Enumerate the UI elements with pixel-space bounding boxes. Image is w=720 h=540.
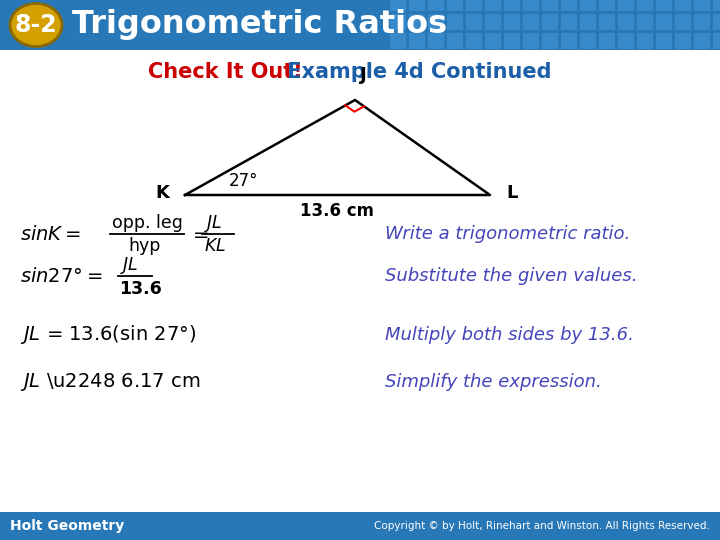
- FancyBboxPatch shape: [561, 33, 577, 49]
- Text: $\mathit{sin}27°=$: $\mathit{sin}27°=$: [20, 267, 103, 286]
- Text: L: L: [506, 184, 518, 202]
- FancyBboxPatch shape: [580, 33, 596, 49]
- FancyBboxPatch shape: [428, 33, 444, 49]
- Text: $\mathit{sin}K =$: $\mathit{sin}K =$: [20, 225, 81, 244]
- Text: Holt Geometry: Holt Geometry: [10, 519, 125, 533]
- FancyBboxPatch shape: [485, 33, 501, 49]
- FancyBboxPatch shape: [447, 14, 463, 30]
- FancyBboxPatch shape: [675, 33, 691, 49]
- Text: $JL$: $JL$: [120, 254, 139, 275]
- FancyBboxPatch shape: [523, 14, 539, 30]
- FancyBboxPatch shape: [390, 0, 406, 11]
- Text: Multiply both sides by 13.6.: Multiply both sides by 13.6.: [385, 326, 634, 344]
- Text: 13.6: 13.6: [119, 280, 162, 298]
- FancyBboxPatch shape: [542, 33, 558, 49]
- FancyBboxPatch shape: [485, 0, 501, 11]
- FancyBboxPatch shape: [580, 0, 596, 11]
- FancyBboxPatch shape: [637, 33, 653, 49]
- FancyBboxPatch shape: [409, 14, 425, 30]
- FancyBboxPatch shape: [542, 0, 558, 11]
- Ellipse shape: [10, 3, 62, 46]
- Text: $JL$: $JL$: [204, 213, 222, 233]
- FancyBboxPatch shape: [599, 0, 615, 11]
- Text: Write a trigonometric ratio.: Write a trigonometric ratio.: [385, 225, 630, 243]
- FancyBboxPatch shape: [428, 14, 444, 30]
- FancyBboxPatch shape: [504, 14, 520, 30]
- FancyBboxPatch shape: [675, 0, 691, 11]
- Text: hyp: hyp: [128, 237, 161, 255]
- FancyBboxPatch shape: [504, 0, 520, 11]
- FancyBboxPatch shape: [561, 0, 577, 11]
- FancyBboxPatch shape: [523, 0, 539, 11]
- Text: Copyright © by Holt, Rinehart and Winston. All Rights Reserved.: Copyright © by Holt, Rinehart and Winsto…: [374, 521, 710, 531]
- FancyBboxPatch shape: [409, 0, 425, 11]
- FancyBboxPatch shape: [390, 33, 406, 49]
- FancyBboxPatch shape: [618, 0, 634, 11]
- FancyBboxPatch shape: [694, 33, 710, 49]
- FancyBboxPatch shape: [599, 33, 615, 49]
- FancyBboxPatch shape: [428, 0, 444, 11]
- FancyBboxPatch shape: [580, 14, 596, 30]
- Text: Simplify the expression.: Simplify the expression.: [385, 373, 602, 391]
- Text: Check It Out!: Check It Out!: [148, 62, 302, 82]
- FancyBboxPatch shape: [618, 14, 634, 30]
- Text: 8-2: 8-2: [14, 13, 58, 37]
- FancyBboxPatch shape: [618, 33, 634, 49]
- FancyBboxPatch shape: [485, 14, 501, 30]
- FancyBboxPatch shape: [713, 14, 720, 30]
- Text: $JL$ \u2248 6.17 cm: $JL$ \u2248 6.17 cm: [20, 371, 200, 393]
- FancyBboxPatch shape: [637, 0, 653, 11]
- Text: J: J: [359, 66, 366, 84]
- FancyBboxPatch shape: [713, 0, 720, 11]
- FancyBboxPatch shape: [637, 14, 653, 30]
- FancyBboxPatch shape: [694, 14, 710, 30]
- FancyBboxPatch shape: [561, 14, 577, 30]
- FancyBboxPatch shape: [713, 33, 720, 49]
- FancyBboxPatch shape: [542, 14, 558, 30]
- FancyBboxPatch shape: [694, 0, 710, 11]
- Text: K: K: [155, 184, 169, 202]
- FancyBboxPatch shape: [447, 33, 463, 49]
- Text: opp. leg: opp. leg: [112, 214, 183, 232]
- FancyBboxPatch shape: [656, 33, 672, 49]
- Text: 13.6 cm: 13.6 cm: [300, 202, 374, 220]
- FancyBboxPatch shape: [504, 33, 520, 49]
- Text: $KL$: $KL$: [204, 237, 226, 255]
- FancyBboxPatch shape: [409, 33, 425, 49]
- FancyBboxPatch shape: [675, 14, 691, 30]
- Text: Substitute the given values.: Substitute the given values.: [385, 267, 637, 285]
- Text: $=$: $=$: [189, 225, 210, 244]
- Text: $JL$ = 13.6(sin 27°): $JL$ = 13.6(sin 27°): [20, 323, 197, 347]
- FancyBboxPatch shape: [656, 0, 672, 11]
- Text: Example 4d Continued: Example 4d Continued: [280, 62, 552, 82]
- FancyBboxPatch shape: [523, 33, 539, 49]
- FancyBboxPatch shape: [0, 512, 720, 540]
- FancyBboxPatch shape: [466, 14, 482, 30]
- FancyBboxPatch shape: [656, 14, 672, 30]
- FancyBboxPatch shape: [0, 0, 720, 50]
- FancyBboxPatch shape: [390, 14, 406, 30]
- Text: Trigonometric Ratios: Trigonometric Ratios: [72, 10, 447, 40]
- FancyBboxPatch shape: [466, 0, 482, 11]
- Text: 27°: 27°: [228, 172, 258, 190]
- FancyBboxPatch shape: [447, 0, 463, 11]
- FancyBboxPatch shape: [599, 14, 615, 30]
- FancyBboxPatch shape: [466, 33, 482, 49]
